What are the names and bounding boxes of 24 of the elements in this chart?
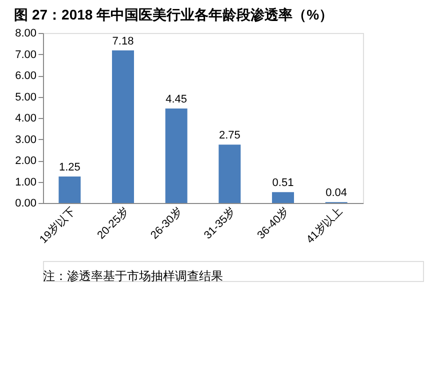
y-tick-label: 3.00 (15, 134, 36, 146)
x-tick-label: 41岁以上 (304, 204, 345, 246)
x-tick-label: 19岁以下 (36, 204, 78, 246)
chart-title: 图 27：2018 年中国医美行业各年龄段渗透率（%） (14, 6, 334, 22)
data-label: 1.25 (58, 161, 80, 174)
y-tick-label: 7.00 (15, 48, 36, 61)
data-label: 0.51 (272, 177, 294, 190)
y-tick-label: 1.00 (15, 176, 36, 188)
y-tick-label: 4.00 (15, 112, 36, 124)
data-label: 0.04 (326, 187, 348, 200)
bar (272, 192, 294, 203)
data-label: 7.18 (112, 35, 134, 48)
bar (165, 108, 188, 203)
data-label: 4.45 (166, 93, 188, 106)
y-tick-label: 5.00 (15, 91, 36, 104)
y-tick-label: 6.00 (15, 70, 36, 82)
y-tick-label: 8.00 (15, 28, 36, 40)
text: 注：渗透率基于市场抽样调查结果 (43, 269, 223, 283)
y-tick-label: 2.00 (15, 155, 36, 167)
bar (112, 50, 134, 203)
bar (218, 144, 241, 203)
y-tick-label: 0.00 (15, 198, 36, 210)
data-label: 2.75 (218, 130, 240, 142)
bar (58, 176, 81, 203)
